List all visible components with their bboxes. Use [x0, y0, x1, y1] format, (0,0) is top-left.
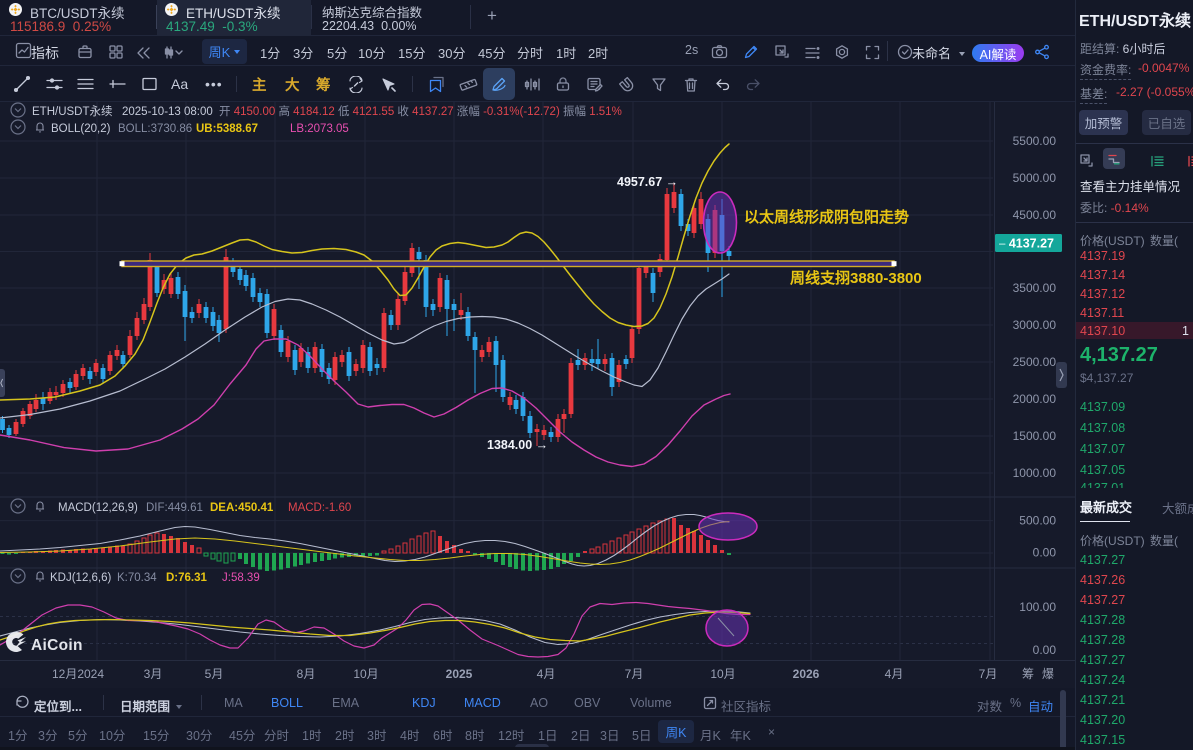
svg-text:5月: 5月	[205, 667, 224, 681]
svg-text:DEA:450.41: DEA:450.41	[210, 502, 274, 514]
svg-text:筹: 筹	[1022, 667, 1034, 681]
svg-text:12月2024: 12月2024	[52, 667, 104, 681]
svg-text:500.00: 500.00	[1019, 514, 1056, 528]
svg-text:4月: 4月	[885, 667, 904, 681]
svg-text:1500.00: 1500.00	[1013, 429, 1057, 443]
svg-text:10月: 10月	[710, 667, 735, 681]
svg-text:0.00: 0.00	[1033, 643, 1057, 657]
svg-text:MACD(12,26,9): MACD(12,26,9)	[58, 502, 138, 514]
svg-text:BOLL(20,2): BOLL(20,2)	[51, 123, 111, 135]
svg-text:LB:2073.05: LB:2073.05	[290, 123, 349, 135]
svg-text:10月: 10月	[353, 667, 378, 681]
svg-text:周线支挧3880-3800: 周线支挧3880-3800	[790, 269, 922, 287]
svg-text:3500.00: 3500.00	[1013, 281, 1057, 295]
svg-text:100.00: 100.00	[1019, 600, 1056, 614]
svg-text:5000.00: 5000.00	[1013, 171, 1057, 185]
svg-text:2000.00: 2000.00	[1013, 392, 1057, 406]
svg-text:1384.00 →: 1384.00 →	[487, 438, 548, 452]
svg-text:KDJ(12,6,6): KDJ(12,6,6)	[50, 572, 112, 584]
svg-text:4月: 4月	[537, 667, 556, 681]
svg-text:D:76.31: D:76.31	[166, 572, 208, 584]
svg-text:DIF:449.61: DIF:449.61	[146, 502, 203, 514]
svg-text:开 4150.00 高 4184.12 低 4121.5: 开 4150.00 高 4184.12 低 4121.55 收 4137.27 …	[219, 104, 622, 118]
svg-text:AiCoin: AiCoin	[31, 637, 83, 654]
svg-text:5500.00: 5500.00	[1013, 134, 1057, 148]
svg-text:1000.00: 1000.00	[1013, 466, 1057, 480]
svg-text:爆: 爆	[1042, 667, 1054, 681]
svg-text:2025: 2025	[446, 667, 473, 681]
svg-text:2025-10-13 08:00: 2025-10-13 08:00	[122, 106, 213, 118]
svg-text:J:58.39: J:58.39	[222, 572, 260, 584]
svg-text:MACD:-1.60: MACD:-1.60	[288, 502, 351, 514]
svg-text:8月: 8月	[297, 667, 316, 681]
svg-text:4957.67 →: 4957.67 →	[617, 175, 678, 189]
svg-text:2500.00: 2500.00	[1013, 355, 1057, 369]
svg-text:2026: 2026	[793, 667, 820, 681]
svg-text:3000.00: 3000.00	[1013, 318, 1057, 332]
svg-text:4137.27: 4137.27	[1009, 237, 1054, 251]
svg-text:7月: 7月	[625, 667, 644, 681]
svg-text:ETH/USDT永续: ETH/USDT永续	[32, 104, 113, 118]
svg-text:UB:5388.67: UB:5388.67	[196, 123, 258, 135]
svg-text:7月: 7月	[979, 667, 998, 681]
svg-text:4500.00: 4500.00	[1013, 208, 1057, 222]
svg-text:3月: 3月	[144, 667, 163, 681]
svg-text:K:70.34: K:70.34	[117, 572, 157, 584]
svg-text:以太周线形成阴包阳走势: 以太周线形成阴包阳走势	[744, 208, 909, 226]
svg-text:0.00: 0.00	[1033, 546, 1057, 560]
svg-text:–: –	[999, 238, 1006, 250]
svg-text:BOLL:3730.86: BOLL:3730.86	[118, 123, 192, 135]
